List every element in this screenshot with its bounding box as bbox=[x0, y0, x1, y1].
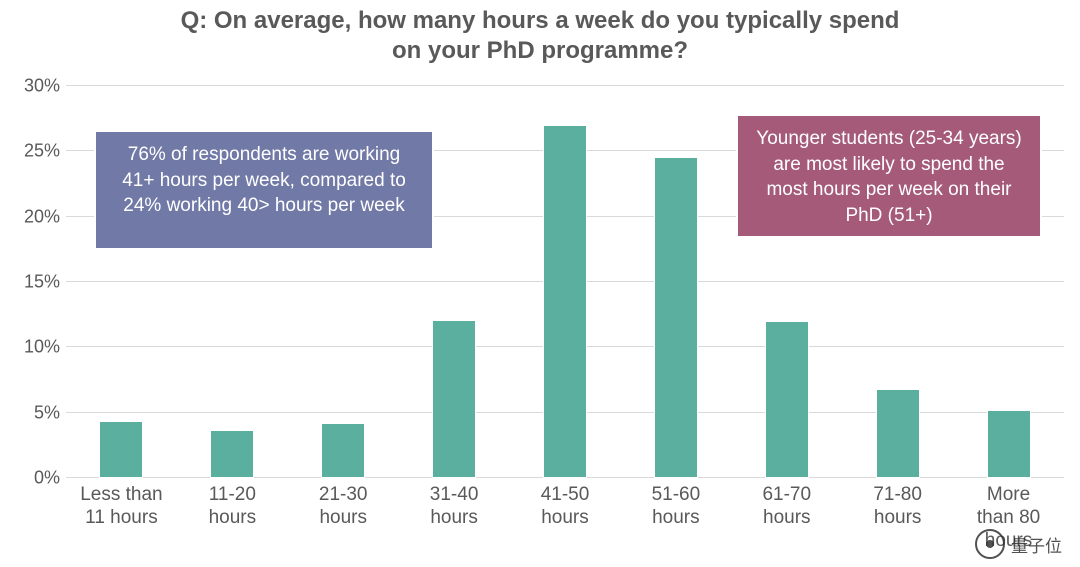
x-axis-labels: Less than 11 hours11-20 hours21-30 hours… bbox=[66, 484, 1064, 554]
xtick-label: 31-40 hours bbox=[400, 484, 508, 530]
bar bbox=[876, 389, 920, 478]
xtick-label: 61-70 hours bbox=[733, 484, 841, 530]
watermark-logo-icon bbox=[975, 529, 1005, 559]
bar bbox=[543, 125, 587, 478]
xtick-label: 11-20 hours bbox=[178, 484, 286, 530]
bar bbox=[654, 157, 698, 478]
ytick-label: 15% bbox=[12, 272, 60, 293]
watermark-text: 量子位 bbox=[1011, 532, 1062, 557]
xtick-label: 71-80 hours bbox=[844, 484, 952, 530]
bar bbox=[99, 421, 143, 478]
y-axis-labels: 0% 5% 10% 15% 20% 25% 30% bbox=[12, 86, 60, 478]
xtick-label: 51-60 hours bbox=[622, 484, 730, 530]
watermark: 量子位 bbox=[975, 529, 1062, 559]
xtick-label: 21-30 hours bbox=[289, 484, 397, 530]
callout-left-text: 76% of respondents are working 41+ hours… bbox=[122, 144, 406, 216]
ytick-label: 30% bbox=[12, 76, 60, 97]
chart-title: Q: On average, how many hours a week do … bbox=[0, 6, 1080, 66]
ytick-label: 20% bbox=[12, 206, 60, 227]
callout-left: 76% of respondents are working 41+ hours… bbox=[94, 130, 434, 250]
bar bbox=[987, 410, 1031, 478]
callout-right: Younger students (25-34 years) are most … bbox=[736, 114, 1042, 238]
ytick-label: 25% bbox=[12, 141, 60, 162]
xtick-label: Less than 11 hours bbox=[67, 484, 175, 530]
chart-page: Q: On average, how many hours a week do … bbox=[0, 0, 1080, 567]
ytick-label: 10% bbox=[12, 337, 60, 358]
bar bbox=[765, 321, 809, 478]
ytick-label: 5% bbox=[12, 402, 60, 423]
bar bbox=[432, 320, 476, 478]
ytick-label: 0% bbox=[12, 468, 60, 489]
bar bbox=[210, 430, 254, 478]
bar bbox=[321, 423, 365, 478]
xtick-label: 41-50 hours bbox=[511, 484, 619, 530]
callout-right-text: Younger students (25-34 years) are most … bbox=[756, 128, 1021, 226]
